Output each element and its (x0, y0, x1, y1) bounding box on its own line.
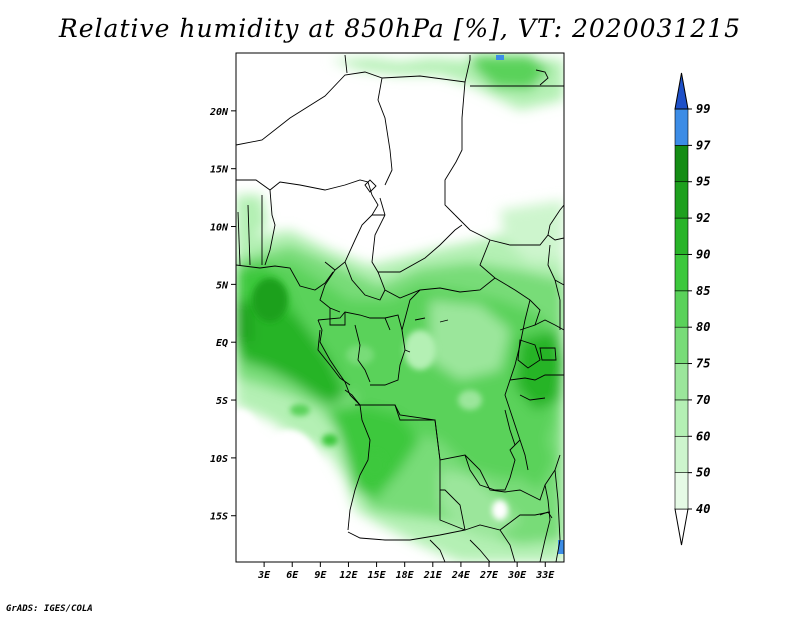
colorbar-label: 97 (696, 138, 711, 152)
lat-tick-label: 15S (210, 512, 228, 523)
colorbar-segment (674, 145, 689, 183)
lon-tick-label: 12E (339, 570, 358, 581)
country-borders (236, 54, 564, 562)
colorbar-label: 50 (696, 466, 710, 480)
lon-axis: 3E 6E 9E 12E 15E 18E 21E 24E 27E 30E 33E (257, 562, 555, 581)
colorbar-segment (674, 290, 689, 328)
colorbar-segment (674, 217, 689, 255)
colorbar-segment (674, 472, 689, 510)
humidity-field (236, 53, 564, 562)
colorbar-label: 70 (696, 393, 710, 407)
colorbar-segment (674, 435, 689, 473)
lat-axis: 20N 15N 10N 5N EQ 5S 10S 15S (209, 107, 236, 523)
colorbar-segment (674, 181, 689, 219)
colorbar-segment (674, 108, 689, 146)
lon-tick-label: 3E (257, 570, 271, 581)
lat-tick-label: EQ (216, 338, 228, 349)
colorbar-label: 99 (696, 102, 710, 116)
colorbar-segment (674, 326, 689, 364)
colorbar-segment (674, 399, 689, 437)
colorbar-label: 75 (696, 357, 710, 371)
lat-tick-label: 10N (210, 223, 229, 234)
colorbar-label: 95 (696, 175, 710, 189)
credit-text: GrADS: IGES/COLA (6, 604, 93, 614)
colorbar-label: 80 (696, 320, 710, 334)
lon-tick-label: 21E (423, 570, 443, 581)
lon-tick-label: 30E (507, 570, 527, 581)
colorbar-lower-arrow (674, 508, 689, 546)
colorbar-label: 92 (696, 211, 710, 225)
colorbar-upper-arrow (674, 72, 689, 110)
lat-tick-label: 20N (209, 107, 229, 118)
lon-tick-label: 24E (451, 570, 471, 581)
colorbar: 40 50 60 70 75 80 85 90 92 95 97 99 (674, 72, 711, 546)
colorbar-label: 90 (696, 247, 710, 261)
colorbar-label: 60 (696, 429, 710, 443)
lat-tick-label: 10S (210, 454, 228, 465)
lat-tick-label: 5N (216, 280, 229, 291)
lon-tick-label: 18E (396, 570, 415, 581)
lon-tick-label: 6E (286, 570, 299, 581)
lat-tick-label: 5S (216, 396, 228, 407)
colorbar-segment (674, 363, 689, 401)
map-title: Relative humidity at 850hPa [%], VT: 202… (58, 14, 742, 43)
lon-tick-label: 33E (535, 570, 555, 581)
lon-tick-label: 9E (314, 570, 327, 581)
lon-tick-label: 15E (368, 570, 387, 581)
colorbar-segment (674, 254, 689, 292)
lon-tick-label: 27E (479, 570, 499, 581)
map-frame (235, 52, 565, 563)
colorbar-label: 85 (696, 284, 710, 298)
colorbar-label: 40 (696, 502, 710, 516)
lat-tick-label: 15N (210, 165, 229, 176)
